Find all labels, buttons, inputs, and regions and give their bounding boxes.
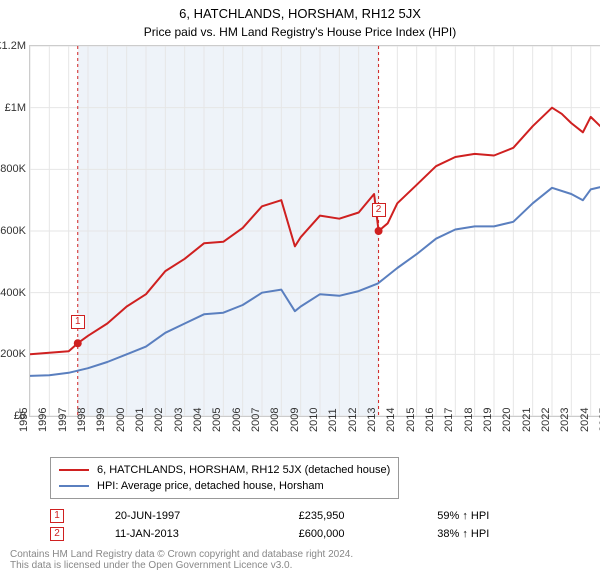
x-tick-label: 2024	[578, 408, 590, 432]
x-tick-label: 2015	[404, 408, 416, 432]
sale-date: 11-JAN-2013	[115, 525, 299, 543]
plot-sale-marker: 2	[372, 203, 386, 217]
y-tick-label: £600K	[0, 225, 26, 237]
x-tick-label: 2002	[153, 408, 165, 432]
x-tick-label: 1999	[95, 408, 107, 432]
x-tick-label: 2019	[482, 408, 494, 432]
x-tick-label: 2000	[114, 408, 126, 432]
y-tick-label: £200K	[0, 348, 26, 360]
x-tick-label: 2018	[462, 408, 474, 432]
x-tick-label: 2014	[385, 408, 397, 432]
x-tick-label: 2003	[172, 408, 184, 432]
chart-subtitle: Price paid vs. HM Land Registry's House …	[10, 25, 590, 39]
price-chart: £0£200K£400K£600K£800K£1M£1.2M1995199619…	[29, 45, 600, 417]
chart-svg	[30, 46, 600, 416]
footer-line-2: This data is licensed under the Open Gov…	[10, 560, 590, 571]
y-tick-label: £1M	[5, 102, 26, 114]
y-tick-label: £1.2M	[0, 40, 26, 52]
x-tick-label: 2011	[328, 408, 340, 432]
y-tick-label: £400K	[0, 287, 26, 299]
legend-swatch-property	[59, 469, 89, 471]
x-tick-label: 2013	[366, 408, 378, 432]
table-row: 1 20-JUN-1997 £235,950 59% ↑ HPI	[50, 507, 590, 525]
title-block: 6, HATCHLANDS, HORSHAM, RH12 5JX Price p…	[10, 6, 590, 45]
legend: 6, HATCHLANDS, HORSHAM, RH12 5JX (detach…	[50, 457, 399, 499]
x-tick-label: 2008	[269, 408, 281, 432]
x-tick-label: 1996	[37, 408, 49, 432]
x-tick-label: 1998	[76, 408, 88, 432]
sale-price: £600,000	[299, 525, 438, 543]
x-tick-label: 2004	[192, 408, 204, 432]
y-tick-label: £800K	[0, 163, 26, 175]
legend-label-property: 6, HATCHLANDS, HORSHAM, RH12 5JX (detach…	[97, 462, 390, 478]
x-tick-label: 2023	[559, 408, 571, 432]
x-tick-label: 1997	[56, 408, 68, 432]
x-tick-label: 2005	[211, 408, 223, 432]
sale-vs-hpi: 59% ↑ HPI	[437, 507, 590, 525]
x-tick-label: 2020	[501, 408, 513, 432]
page: 6, HATCHLANDS, HORSHAM, RH12 5JX Price p…	[0, 0, 600, 560]
sale-vs-hpi: 38% ↑ HPI	[437, 525, 590, 543]
plot-sale-marker: 1	[71, 315, 85, 329]
x-tick-label: 2001	[134, 408, 146, 432]
x-tick-label: 2016	[424, 408, 436, 432]
sale-date: 20-JUN-1997	[115, 507, 299, 525]
sale-marker-cell: 1	[50, 507, 115, 525]
legend-row: HPI: Average price, detached house, Hors…	[59, 478, 390, 494]
footer-line-1: Contains HM Land Registry data © Crown c…	[10, 549, 590, 560]
sales-table: 1 20-JUN-1997 £235,950 59% ↑ HPI 2 11-JA…	[50, 507, 590, 543]
x-tick-label: 2009	[288, 408, 300, 432]
sale-price: £235,950	[299, 507, 438, 525]
x-tick-label: 2017	[443, 408, 455, 432]
sale-marker-2: 2	[50, 527, 64, 541]
x-tick-label: 2022	[540, 408, 552, 432]
x-tick-label: 2012	[346, 408, 358, 432]
legend-row: 6, HATCHLANDS, HORSHAM, RH12 5JX (detach…	[59, 462, 390, 478]
sale-marker-cell: 2	[50, 525, 115, 543]
x-tick-label: 2010	[308, 408, 320, 432]
x-tick-label: 2007	[250, 408, 262, 432]
table-row: 2 11-JAN-2013 £600,000 38% ↑ HPI	[50, 525, 590, 543]
legend-label-hpi: HPI: Average price, detached house, Hors…	[97, 478, 324, 494]
x-tick-label: 1995	[18, 408, 30, 432]
sale-marker-1: 1	[50, 509, 64, 523]
legend-swatch-hpi	[59, 485, 89, 487]
x-tick-label: 2021	[520, 408, 532, 432]
address-title: 6, HATCHLANDS, HORSHAM, RH12 5JX	[10, 6, 590, 21]
x-tick-label: 2006	[230, 408, 242, 432]
footer: Contains HM Land Registry data © Crown c…	[10, 549, 590, 571]
